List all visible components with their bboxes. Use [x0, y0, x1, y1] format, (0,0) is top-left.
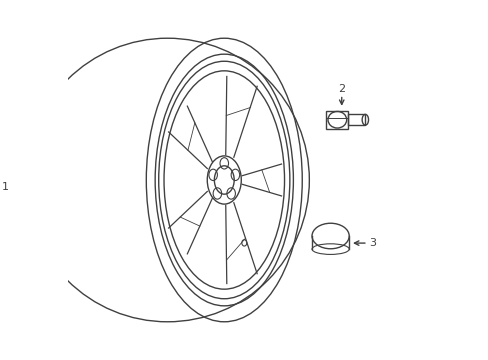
- Text: 1: 1: [1, 182, 9, 192]
- Text: 3: 3: [369, 238, 376, 248]
- Text: 2: 2: [338, 84, 345, 94]
